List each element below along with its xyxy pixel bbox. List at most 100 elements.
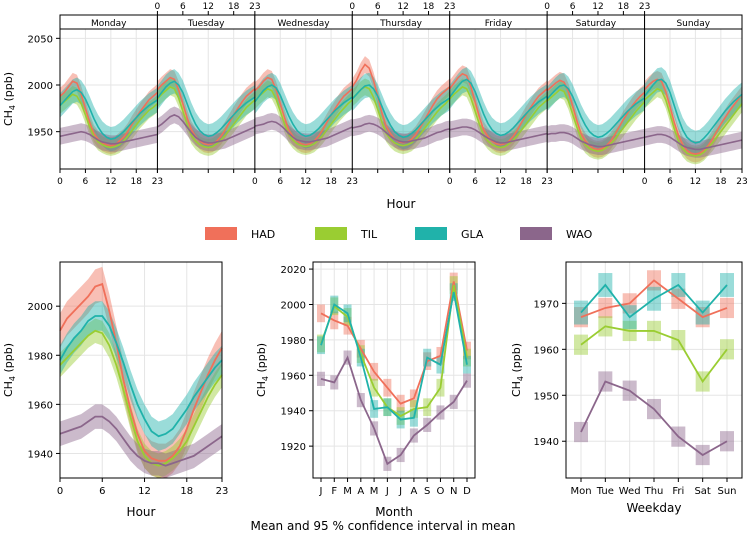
x-tick-label: 23 [249, 2, 260, 12]
x-tick-label: 6 [180, 2, 186, 12]
ci-box-had [317, 304, 325, 323]
x-tick-label: S [424, 486, 430, 497]
plot-frame [59, 261, 223, 479]
y-tick-label: 1920 [281, 442, 306, 453]
series-line-wao [546, 131, 645, 148]
x-tick-label: 0 [57, 177, 63, 187]
x-tick-label: Wed [619, 486, 641, 497]
plot-frame-top [59, 28, 743, 170]
ci-band-had [352, 56, 450, 152]
series-line-til [320, 284, 468, 418]
strip-label: Monday [91, 19, 127, 29]
series-line-wao [449, 126, 548, 144]
y-tick-label: 1950 [28, 128, 53, 139]
strip-label: Sunday [676, 19, 710, 29]
x-tick-label: Thu [644, 486, 664, 497]
y-axis-label-text: CH4 (ppb) [2, 343, 17, 397]
series-line-til [156, 85, 256, 149]
x-tick-label: 0 [57, 486, 63, 497]
x-tick-label: 23 [736, 177, 747, 187]
y-tick-label: 1980 [281, 336, 306, 347]
x-tick-label: 18 [228, 2, 240, 12]
series-line-wao [156, 113, 256, 144]
x-tick-label: 6 [667, 177, 673, 187]
series-line-wao [580, 380, 728, 457]
x-tick-label: 0 [155, 2, 161, 12]
ci-band-til [157, 78, 255, 156]
x-tick-label: 12 [105, 177, 116, 187]
x-tick-label: M [370, 486, 379, 497]
y-tick-label: 1960 [281, 371, 306, 382]
x-tick-label: D [463, 486, 471, 497]
ci-band-wao [157, 106, 255, 152]
y-tick-label: 1940 [28, 449, 53, 460]
figure-caption: Mean and 95 % confidence interval in mea… [250, 519, 515, 533]
y-axis-label: CH4 (ppb) [2, 343, 17, 397]
series-line-had [254, 76, 353, 146]
ci-band-til [547, 81, 645, 160]
ci-band-wao [254, 113, 353, 151]
series-line-wao [644, 133, 743, 151]
ci-band-til [449, 78, 548, 156]
x-tick-label: O [437, 486, 445, 497]
x-tick-label: 23 [347, 177, 358, 187]
x-axis-label: Month [375, 505, 413, 519]
y-axis-label-text: CH4 (ppb) [255, 343, 270, 397]
ci-band-had [60, 266, 222, 478]
ci-band-wao [547, 124, 645, 155]
series-line-gla [59, 315, 223, 438]
x-axis-label: Hour [387, 197, 416, 211]
series-line-wao [59, 130, 158, 145]
x-tick-label: 12 [592, 2, 603, 12]
x-tick-label: 6 [99, 486, 105, 497]
x-tick-label: J [385, 486, 389, 497]
series-line-til [351, 85, 451, 147]
x-tick-label: 18 [180, 486, 193, 497]
ci-band-til [254, 80, 353, 155]
series-line-til [644, 87, 743, 157]
x-tick-label: 23 [639, 2, 650, 12]
legend-label: TIL [360, 228, 378, 241]
x-tick-label: M [343, 486, 352, 497]
series-line-had [59, 80, 158, 147]
strip-label: Tuesday [187, 19, 225, 29]
x-tick-label: 6 [472, 177, 478, 187]
y-tick-label: 1980 [28, 351, 53, 362]
series-line-gla [351, 84, 451, 139]
x-tick-label: 18 [618, 2, 630, 12]
x-tick-label: 12 [495, 177, 506, 187]
x-tick-label: Sun [717, 486, 736, 497]
series-line-had [580, 279, 728, 319]
series-line-gla [320, 291, 468, 421]
y-tick-label: 1970 [534, 299, 559, 310]
legend-swatch-had [205, 227, 237, 240]
strip-label: Friday [485, 19, 513, 29]
x-tick-label: 12 [300, 177, 311, 187]
x-tick-label: 18 [325, 177, 337, 187]
x-tick-label: 6 [570, 2, 576, 12]
y-tick-label: 2050 [28, 34, 53, 45]
y-axis-label: CH4 (ppb) [255, 343, 270, 397]
x-tick-label: 18 [520, 177, 532, 187]
x-tick-label: 18 [715, 177, 727, 187]
series-line-had [546, 79, 646, 151]
series-line-gla [59, 88, 158, 140]
x-tick-label: Mon [570, 486, 591, 497]
series-line-had [643, 78, 743, 155]
strip-label: Saturday [576, 19, 617, 29]
series-line-had [449, 72, 548, 146]
series-line-til [449, 85, 548, 149]
ci-band-gla [60, 301, 222, 451]
x-tick-label: 18 [131, 177, 143, 187]
y-tick-label: 2000 [28, 81, 53, 92]
x-tick-label: 0 [349, 2, 355, 12]
strip-label: Thursday [379, 19, 423, 29]
series-line-wao [254, 120, 353, 143]
series-line-til [59, 329, 223, 467]
ci-box-gla [317, 336, 325, 355]
x-tick-label: 0 [447, 177, 453, 187]
x-tick-label: J [398, 486, 402, 497]
ci-band-til [60, 85, 158, 156]
x-axis-label: Hour [127, 505, 156, 519]
legend-swatch-gla [415, 227, 447, 240]
